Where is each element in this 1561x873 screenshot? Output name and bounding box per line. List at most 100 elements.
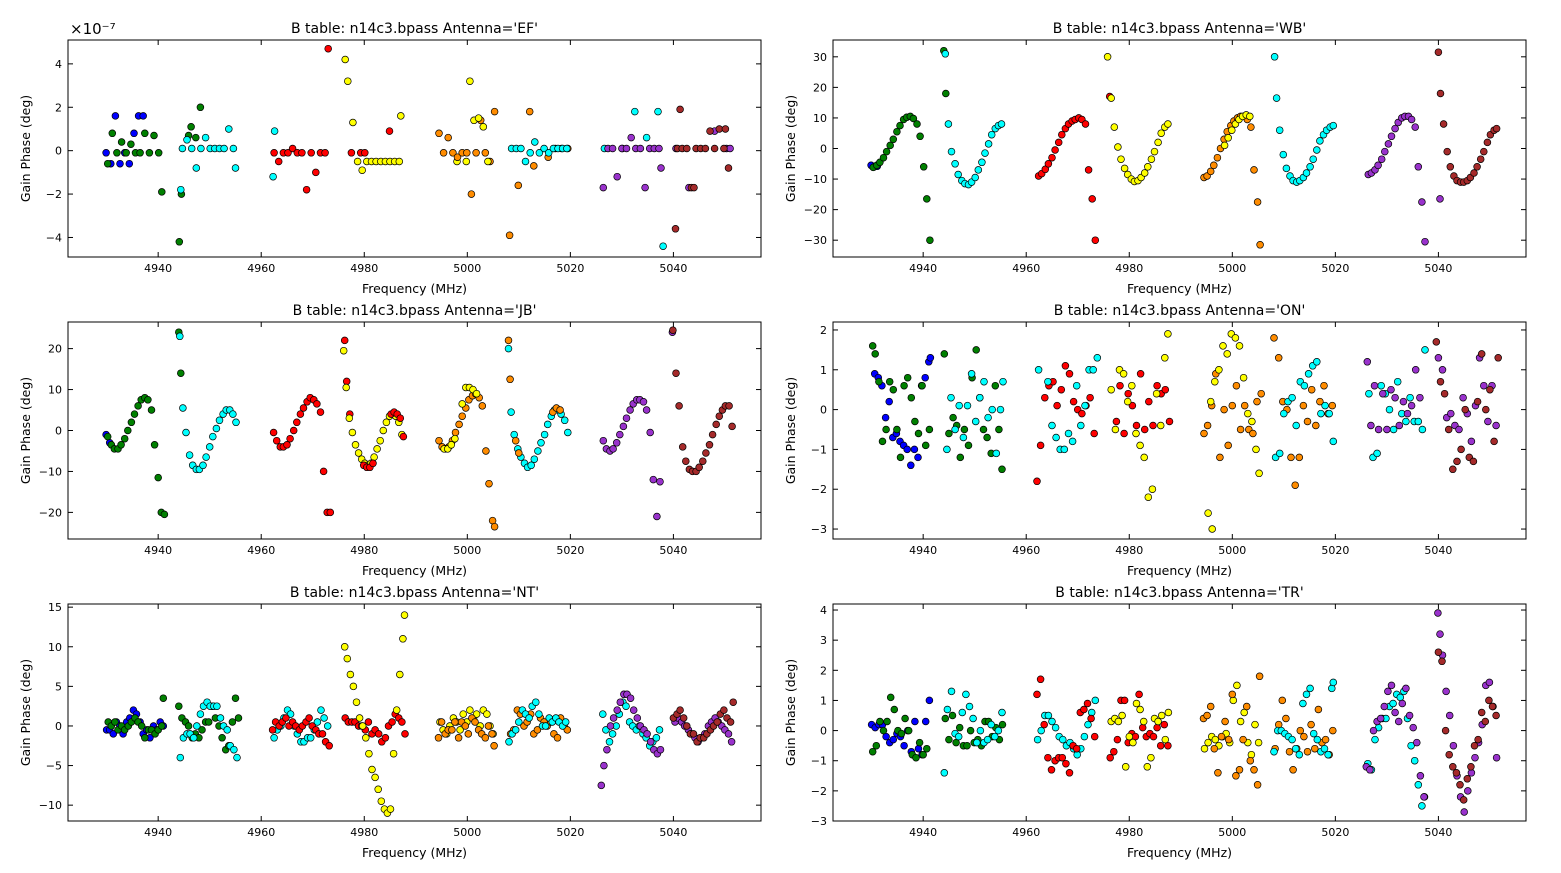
data-point xyxy=(458,400,466,408)
data-point xyxy=(994,726,1003,735)
data-point xyxy=(1436,377,1445,386)
chart-panel: B table: n14c3.bpass Antenna='EF' 4940 496… xyxy=(18,20,762,296)
data-point xyxy=(299,404,308,412)
x-tick-label: 4940 xyxy=(909,262,937,275)
data-point xyxy=(1051,723,1060,732)
data-point xyxy=(323,722,332,730)
data-point xyxy=(1111,425,1120,434)
data-point xyxy=(701,144,710,153)
data-point xyxy=(482,447,490,455)
data-point xyxy=(307,149,315,157)
data-point xyxy=(702,449,710,457)
data-point xyxy=(606,722,615,730)
data-point xyxy=(228,718,237,726)
data-point xyxy=(1217,732,1226,741)
data-point xyxy=(1255,469,1263,478)
data-point xyxy=(1062,759,1070,768)
data-point xyxy=(553,734,562,742)
data-point xyxy=(339,346,348,355)
data-point xyxy=(510,430,518,439)
data-point xyxy=(1044,753,1052,762)
data-point xyxy=(192,164,201,172)
data-point xyxy=(1403,409,1412,418)
data-point xyxy=(633,714,642,722)
data-point xyxy=(1325,409,1333,418)
data-point xyxy=(306,734,315,742)
data-point xyxy=(1304,370,1313,378)
data-point xyxy=(1203,711,1211,720)
data-point xyxy=(530,455,539,463)
data-point xyxy=(355,714,364,722)
y-tick-label: −5 xyxy=(46,760,62,773)
data-point xyxy=(944,120,953,128)
data-point xyxy=(672,369,680,377)
data-point xyxy=(270,734,278,742)
data-point xyxy=(175,238,184,246)
data-point xyxy=(983,433,991,442)
data-point xyxy=(289,426,298,435)
data-point xyxy=(490,522,499,531)
data-point xyxy=(525,714,533,722)
data-point xyxy=(479,123,488,131)
data-point xyxy=(560,416,569,425)
data-point xyxy=(1250,166,1258,174)
data-point xyxy=(1317,409,1325,418)
data-point xyxy=(1144,493,1153,501)
data-point xyxy=(626,406,634,414)
y-axis-label: Gain Phase (deg) xyxy=(783,377,798,484)
data-point xyxy=(1206,397,1215,406)
data-point xyxy=(949,413,957,422)
data-point xyxy=(1152,389,1161,398)
data-point xyxy=(926,236,934,244)
data-point xyxy=(396,414,405,422)
data-point xyxy=(517,144,525,153)
data-point xyxy=(976,726,985,735)
x-axis-label: Frequency (MHz) xyxy=(362,563,467,578)
data-point xyxy=(196,103,205,112)
y-tick-label: −2 xyxy=(811,483,827,496)
data-point xyxy=(1248,417,1256,426)
data-point xyxy=(325,742,333,750)
data-point xyxy=(705,441,714,449)
x-tick-label: 5000 xyxy=(453,826,481,839)
data-point xyxy=(904,726,913,735)
y-tick-label: 5 xyxy=(55,680,62,693)
data-point xyxy=(374,730,383,738)
x-tick-label: 5000 xyxy=(1218,262,1246,275)
data-point xyxy=(1278,696,1287,705)
data-point xyxy=(1232,772,1240,780)
data-point xyxy=(954,732,963,741)
data-point xyxy=(1307,385,1316,394)
data-point xyxy=(448,726,456,734)
data-point xyxy=(1299,699,1307,708)
data-point xyxy=(636,144,645,153)
data-point xyxy=(379,426,388,435)
data-point xyxy=(868,747,877,756)
data-point xyxy=(1471,753,1479,762)
data-point xyxy=(998,720,1007,729)
data-point xyxy=(914,429,923,438)
data-point xyxy=(230,745,238,754)
data-point xyxy=(1436,630,1444,638)
data-point xyxy=(345,414,354,422)
data-point xyxy=(1164,330,1172,338)
data-point xyxy=(1483,138,1492,147)
data-point xyxy=(1321,735,1330,744)
x-tick-label: 4980 xyxy=(1115,826,1143,839)
y-tick-label: 2 xyxy=(55,101,62,114)
data-point xyxy=(1116,381,1124,390)
data-point xyxy=(1090,429,1098,438)
data-point xyxy=(504,336,513,345)
y-tick-label: 10 xyxy=(48,641,62,654)
data-point xyxy=(451,434,459,443)
data-point xyxy=(305,714,313,722)
data-point xyxy=(1275,126,1284,134)
plot-frame xyxy=(67,321,762,540)
data-point xyxy=(459,710,467,718)
data-point xyxy=(1414,781,1423,789)
data-point xyxy=(361,149,369,157)
data-point xyxy=(1279,150,1288,159)
data-point xyxy=(318,730,327,738)
data-point xyxy=(288,144,297,153)
data-point xyxy=(675,402,683,410)
